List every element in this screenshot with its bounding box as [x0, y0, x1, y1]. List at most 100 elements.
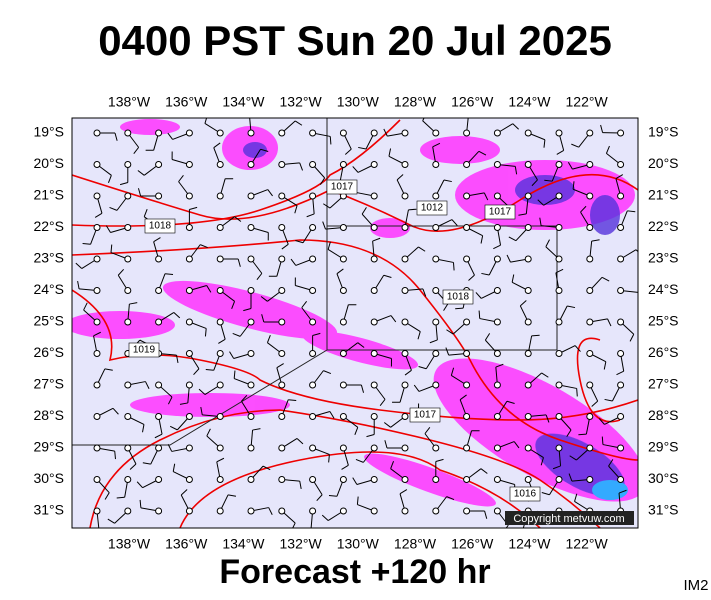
- station: [555, 413, 563, 420]
- station: [463, 224, 471, 231]
- barb-flag: [404, 369, 412, 376]
- barb-flag: [383, 422, 391, 428]
- station: [93, 507, 101, 515]
- station: [524, 350, 532, 357]
- barb-flag: [379, 399, 386, 407]
- isobar-label-box: [484, 204, 516, 220]
- station: [185, 129, 193, 137]
- barb-flag: [506, 400, 515, 404]
- barb-flag: [260, 296, 268, 302]
- barb-flag: [262, 465, 271, 471]
- barb-flag: [267, 189, 273, 197]
- barb-flag: [580, 205, 587, 213]
- station: [155, 161, 163, 168]
- station: [185, 444, 193, 452]
- isobar-label: 1017: [331, 182, 354, 193]
- longitude-label: 128°W: [394, 94, 437, 110]
- station: [555, 224, 563, 231]
- barb-flag: [627, 210, 636, 213]
- station: [463, 507, 471, 515]
- station: [617, 129, 625, 137]
- station: [216, 287, 224, 294]
- barb-flag: [321, 514, 329, 521]
- station: [93, 413, 101, 420]
- isobar-label: 1019: [133, 345, 156, 356]
- station: [216, 192, 224, 200]
- barb-flag: [443, 303, 449, 311]
- station: [586, 318, 594, 326]
- barb-flag: [514, 166, 518, 175]
- station: [124, 192, 132, 200]
- latitude-label: 23°S: [648, 250, 679, 266]
- station: [432, 287, 440, 294]
- isobar-label-box: [409, 407, 441, 423]
- barb-flag: [478, 310, 481, 319]
- station: [339, 129, 347, 137]
- latitude-label: 22°S: [33, 218, 64, 234]
- barb-flag: [571, 143, 579, 148]
- station: [309, 255, 317, 263]
- barb-flag: [252, 428, 261, 431]
- barb-flag: [176, 354, 179, 364]
- station: [309, 318, 317, 326]
- station: [370, 287, 378, 294]
- station: [493, 318, 501, 326]
- longitude-label: 122°W: [566, 536, 609, 552]
- barb-flag: [601, 276, 610, 282]
- barb-flag: [82, 243, 91, 245]
- barb-flag: [574, 493, 578, 502]
- barb-flag: [241, 394, 248, 402]
- station: [432, 318, 440, 326]
- isobar-label-box: [509, 486, 541, 502]
- station: [247, 476, 255, 483]
- barb-flag: [129, 302, 138, 305]
- barb-flag: [301, 300, 308, 308]
- isobar-label-box: [442, 289, 474, 305]
- latitude-label: 23°S: [33, 250, 64, 266]
- barb-flag: [276, 363, 284, 369]
- station: [401, 255, 409, 263]
- barb-flag: [468, 114, 476, 115]
- barb-flag: [555, 268, 564, 274]
- barb-flag: [77, 280, 80, 290]
- barb-flag: [399, 489, 408, 495]
- barb-flag: [451, 219, 458, 226]
- barb-flag: [104, 368, 113, 371]
- latitude-label: 25°S: [33, 313, 64, 329]
- latitude-label: 31°S: [648, 502, 679, 518]
- barb-flag: [518, 213, 527, 216]
- barb-flag: [167, 396, 173, 405]
- barb-flag: [605, 145, 610, 154]
- station: [617, 350, 625, 357]
- latitude-label: 28°S: [33, 407, 64, 423]
- barb-flag: [468, 274, 475, 281]
- station: [401, 350, 409, 357]
- barb-flag: [328, 454, 330, 463]
- station: [93, 350, 101, 357]
- longitude-label: 130°W: [337, 94, 380, 110]
- barb-flag: [432, 142, 441, 148]
- barb-flag: [508, 236, 517, 242]
- station: [401, 287, 409, 294]
- barb-flag: [204, 118, 208, 124]
- station: [278, 224, 286, 231]
- barb-flag: [153, 237, 161, 243]
- barb-flag: [361, 207, 367, 215]
- station: [93, 192, 101, 200]
- latitude-label: 28°S: [648, 407, 679, 423]
- barb-flag: [616, 370, 624, 376]
- barb-flag: [323, 203, 331, 209]
- barb-flag: [133, 147, 140, 155]
- station: [524, 381, 532, 389]
- station: [93, 161, 101, 168]
- latitude-label: 26°S: [648, 344, 679, 360]
- station: [401, 129, 409, 137]
- barb-flag: [383, 128, 388, 137]
- station: [401, 318, 409, 326]
- barb-flag: [480, 468, 488, 474]
- station: [247, 129, 255, 137]
- barb-flag: [601, 436, 604, 445]
- station: [401, 224, 409, 231]
- barb-flag: [172, 463, 176, 472]
